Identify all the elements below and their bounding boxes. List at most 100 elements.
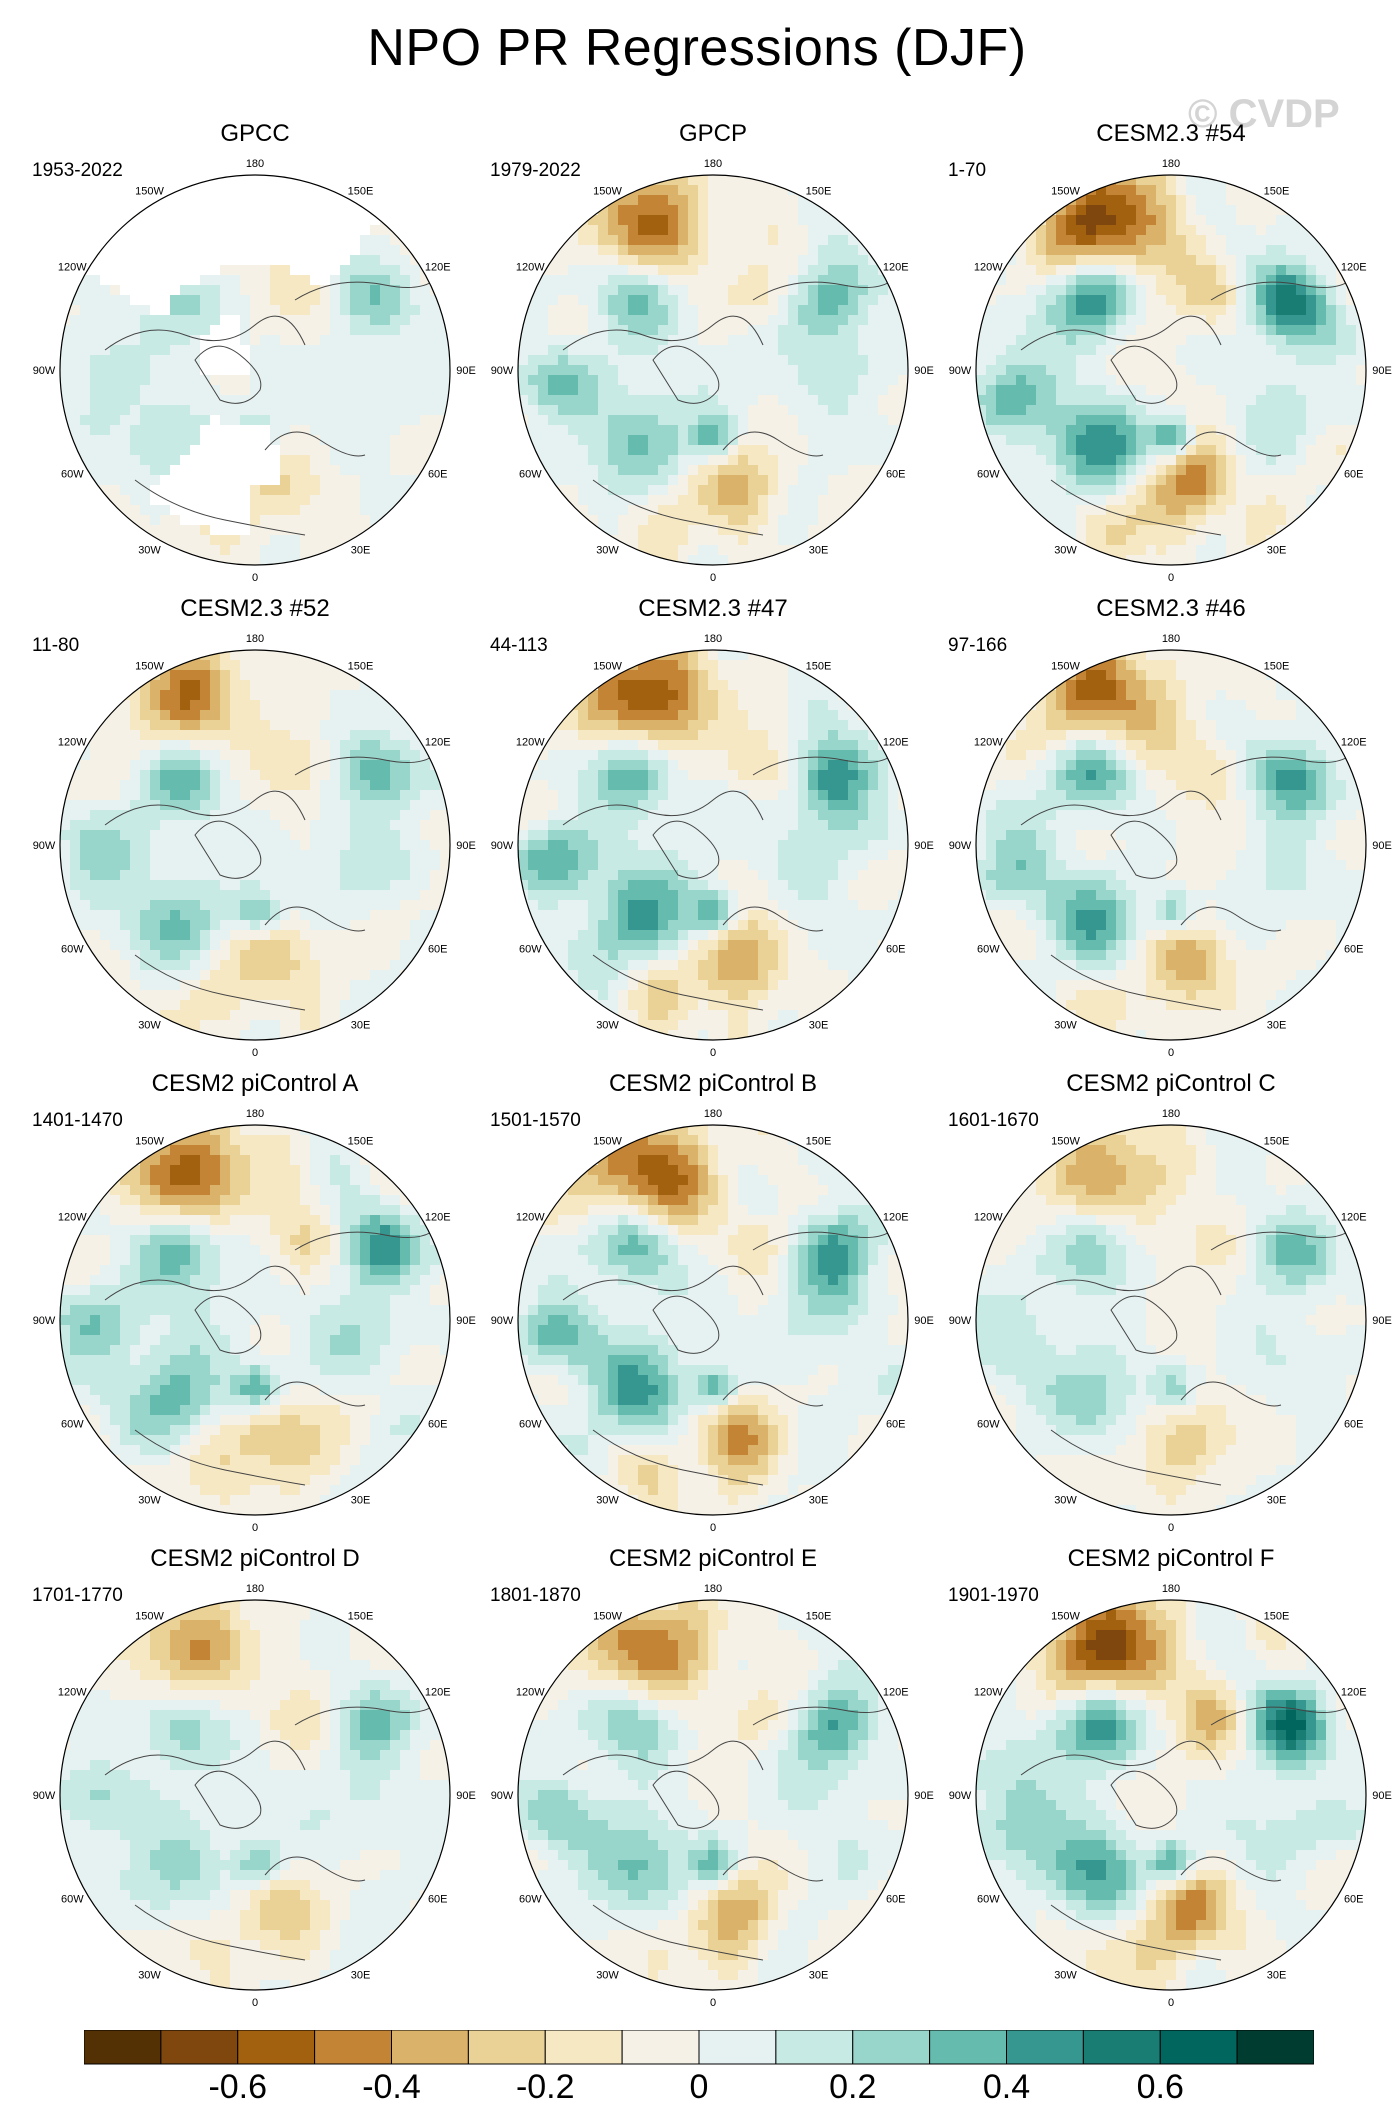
globe-outline: [517, 174, 909, 566]
colorbar-tick-label: 0.6: [1136, 2068, 1184, 2106]
longitude-label: 60W: [519, 469, 542, 481]
panel-years: 44-113: [490, 635, 548, 656]
longitude-label: 150E: [806, 661, 832, 673]
longitude-label: 0: [252, 1522, 258, 1534]
colorbar-swatch: [1159, 2030, 1238, 2065]
globe-outline: [975, 649, 1367, 1041]
longitude-label: 120W: [974, 1212, 1003, 1224]
longitude-label: 150W: [593, 186, 622, 198]
longitude-label: 30E: [1267, 1494, 1287, 1506]
map-panel: CESM2 piControl A 1401-1470 180 150E 120E 90E…: [32, 1070, 476, 1534]
longitude-label: 120W: [516, 1687, 545, 1699]
longitude-label: 120E: [883, 737, 909, 749]
longitude-label: 60W: [61, 944, 84, 956]
longitude-label: 90E: [1372, 1790, 1392, 1802]
longitude-label: 30W: [1054, 1494, 1077, 1506]
panel-title: CESM2.3 #54: [1096, 120, 1246, 147]
longitude-label: 120W: [516, 262, 545, 274]
colorbar-tick-label: 0: [689, 2068, 709, 2106]
colorbar-swatch: [160, 2030, 239, 2065]
longitude-label: 180: [704, 633, 722, 645]
precip-field: [60, 1600, 450, 1990]
panel-title: CESM2.3 #46: [1096, 595, 1246, 622]
longitude-label: 0: [710, 1522, 716, 1534]
cvdp-watermark: © CVDP: [1188, 92, 1340, 136]
longitude-label: 0: [252, 1997, 258, 2009]
longitude-label: 60W: [977, 469, 1000, 481]
longitude-label: 30E: [1267, 1969, 1287, 1981]
colorbar-swatch: [1082, 2030, 1161, 2065]
panel-title: GPCP: [678, 120, 747, 147]
longitude-label: 30W: [1054, 1019, 1077, 1031]
longitude-label: 90W: [949, 365, 972, 377]
polar-map: 180 150E 120E 90E 60E 30E 0 30W 60W 90W 120W 150W: [949, 1108, 1392, 1534]
panel-years: 1701-1770: [32, 1585, 123, 1606]
panel-years: 1-70: [948, 160, 987, 181]
longitude-label: 90W: [949, 1315, 972, 1327]
longitude-label: 30E: [809, 1969, 829, 1981]
longitude-label: 30W: [1054, 1969, 1077, 1981]
coastlines: [562, 264, 904, 536]
map-panel: CESM2.3 #54 1-70 180 150E 120E 90E 60E 30E 0 30W 6…: [948, 120, 1392, 584]
longitude-label: 90E: [914, 1790, 934, 1802]
longitude-label: 120E: [883, 1687, 909, 1699]
longitude-label: 30E: [1267, 544, 1287, 556]
colorbar-swatch: [84, 2030, 162, 2065]
longitude-label: 90W: [491, 840, 514, 852]
longitude-label: 30E: [809, 1019, 829, 1031]
map-panel: CESM2 piControl C 1601-1670 180 150E 120E 90E…: [948, 1070, 1392, 1534]
longitude-label: 120E: [425, 262, 451, 274]
longitude-label: 120E: [425, 1212, 451, 1224]
longitude-label: 90E: [456, 1790, 476, 1802]
longitude-label: 0: [1168, 1997, 1174, 2009]
panel-title: CESM2 piControl B: [608, 1070, 818, 1097]
longitude-label: 150E: [806, 1611, 832, 1623]
precip-field: [60, 1125, 450, 1515]
polar-map: 180 150E 120E 90E 60E 30E 0 30W 60W 90W 120W 150W: [949, 1583, 1392, 2009]
longitude-label: 150W: [593, 1136, 622, 1148]
coastlines: [1020, 264, 1362, 536]
longitude-label: 180: [1162, 1108, 1180, 1120]
panel-years: 1979-2022: [490, 160, 581, 181]
longitude-label: 60W: [519, 1419, 542, 1431]
globe-outline: [975, 174, 1367, 566]
longitude-label: 120W: [58, 1687, 87, 1699]
colorbar-tick-label: -0.4: [362, 2068, 421, 2106]
precip-field: [976, 175, 1366, 565]
longitude-label: 30E: [351, 1969, 371, 1981]
longitude-label: 180: [704, 158, 722, 170]
longitude-label: 0: [1168, 1047, 1174, 1059]
map-panel: GPCP 1979-2022 180 150E 120E 90E 60E 30E 0 30W 60W…: [490, 120, 934, 584]
longitude-label: 60W: [519, 1894, 542, 1906]
longitude-label: 0: [252, 1047, 258, 1059]
longitude-label: 30E: [351, 1019, 371, 1031]
colorbar-tick-label: -0.2: [515, 2068, 575, 2106]
coastlines: [562, 1214, 904, 1486]
precip-field: [518, 1125, 908, 1515]
polar-map: 180 150E 120E 90E 60E 30E 0 30W 60W 90W 120W 150W: [33, 1583, 476, 2009]
globe-outline: [59, 1599, 451, 1991]
colorbar-swatch: [852, 2030, 931, 2065]
longitude-label: 180: [1162, 1583, 1180, 1595]
colorbar-swatch: [314, 2030, 392, 2065]
colorbar-tick-label: 0.4: [982, 2068, 1031, 2106]
longitude-label: 60E: [886, 1894, 906, 1906]
panel-years: 97-166: [948, 635, 1008, 656]
panel-title: CESM2 piControl E: [608, 1545, 818, 1572]
longitude-label: 30W: [138, 1969, 161, 1981]
polar-map: 180 150E 120E 90E 60E 30E 0 30W 60W 90W 120W 150W: [491, 633, 934, 1059]
longitude-label: 180: [246, 1583, 264, 1595]
panel-years: 1901-1970: [948, 1585, 1039, 1606]
longitude-label: 120E: [883, 262, 909, 274]
longitude-label: 150W: [1051, 1611, 1080, 1623]
longitude-label: 120W: [58, 1212, 87, 1224]
colorbar-swatch: [467, 2030, 546, 2065]
longitude-label: 180: [246, 158, 264, 170]
longitude-label: 150W: [135, 186, 164, 198]
longitude-label: 90E: [914, 1315, 934, 1327]
longitude-label: 120W: [58, 737, 87, 749]
longitude-label: 60E: [428, 1894, 448, 1906]
longitude-label: 120W: [974, 737, 1003, 749]
longitude-label: 90W: [33, 1315, 56, 1327]
longitude-label: 90W: [33, 1790, 56, 1802]
